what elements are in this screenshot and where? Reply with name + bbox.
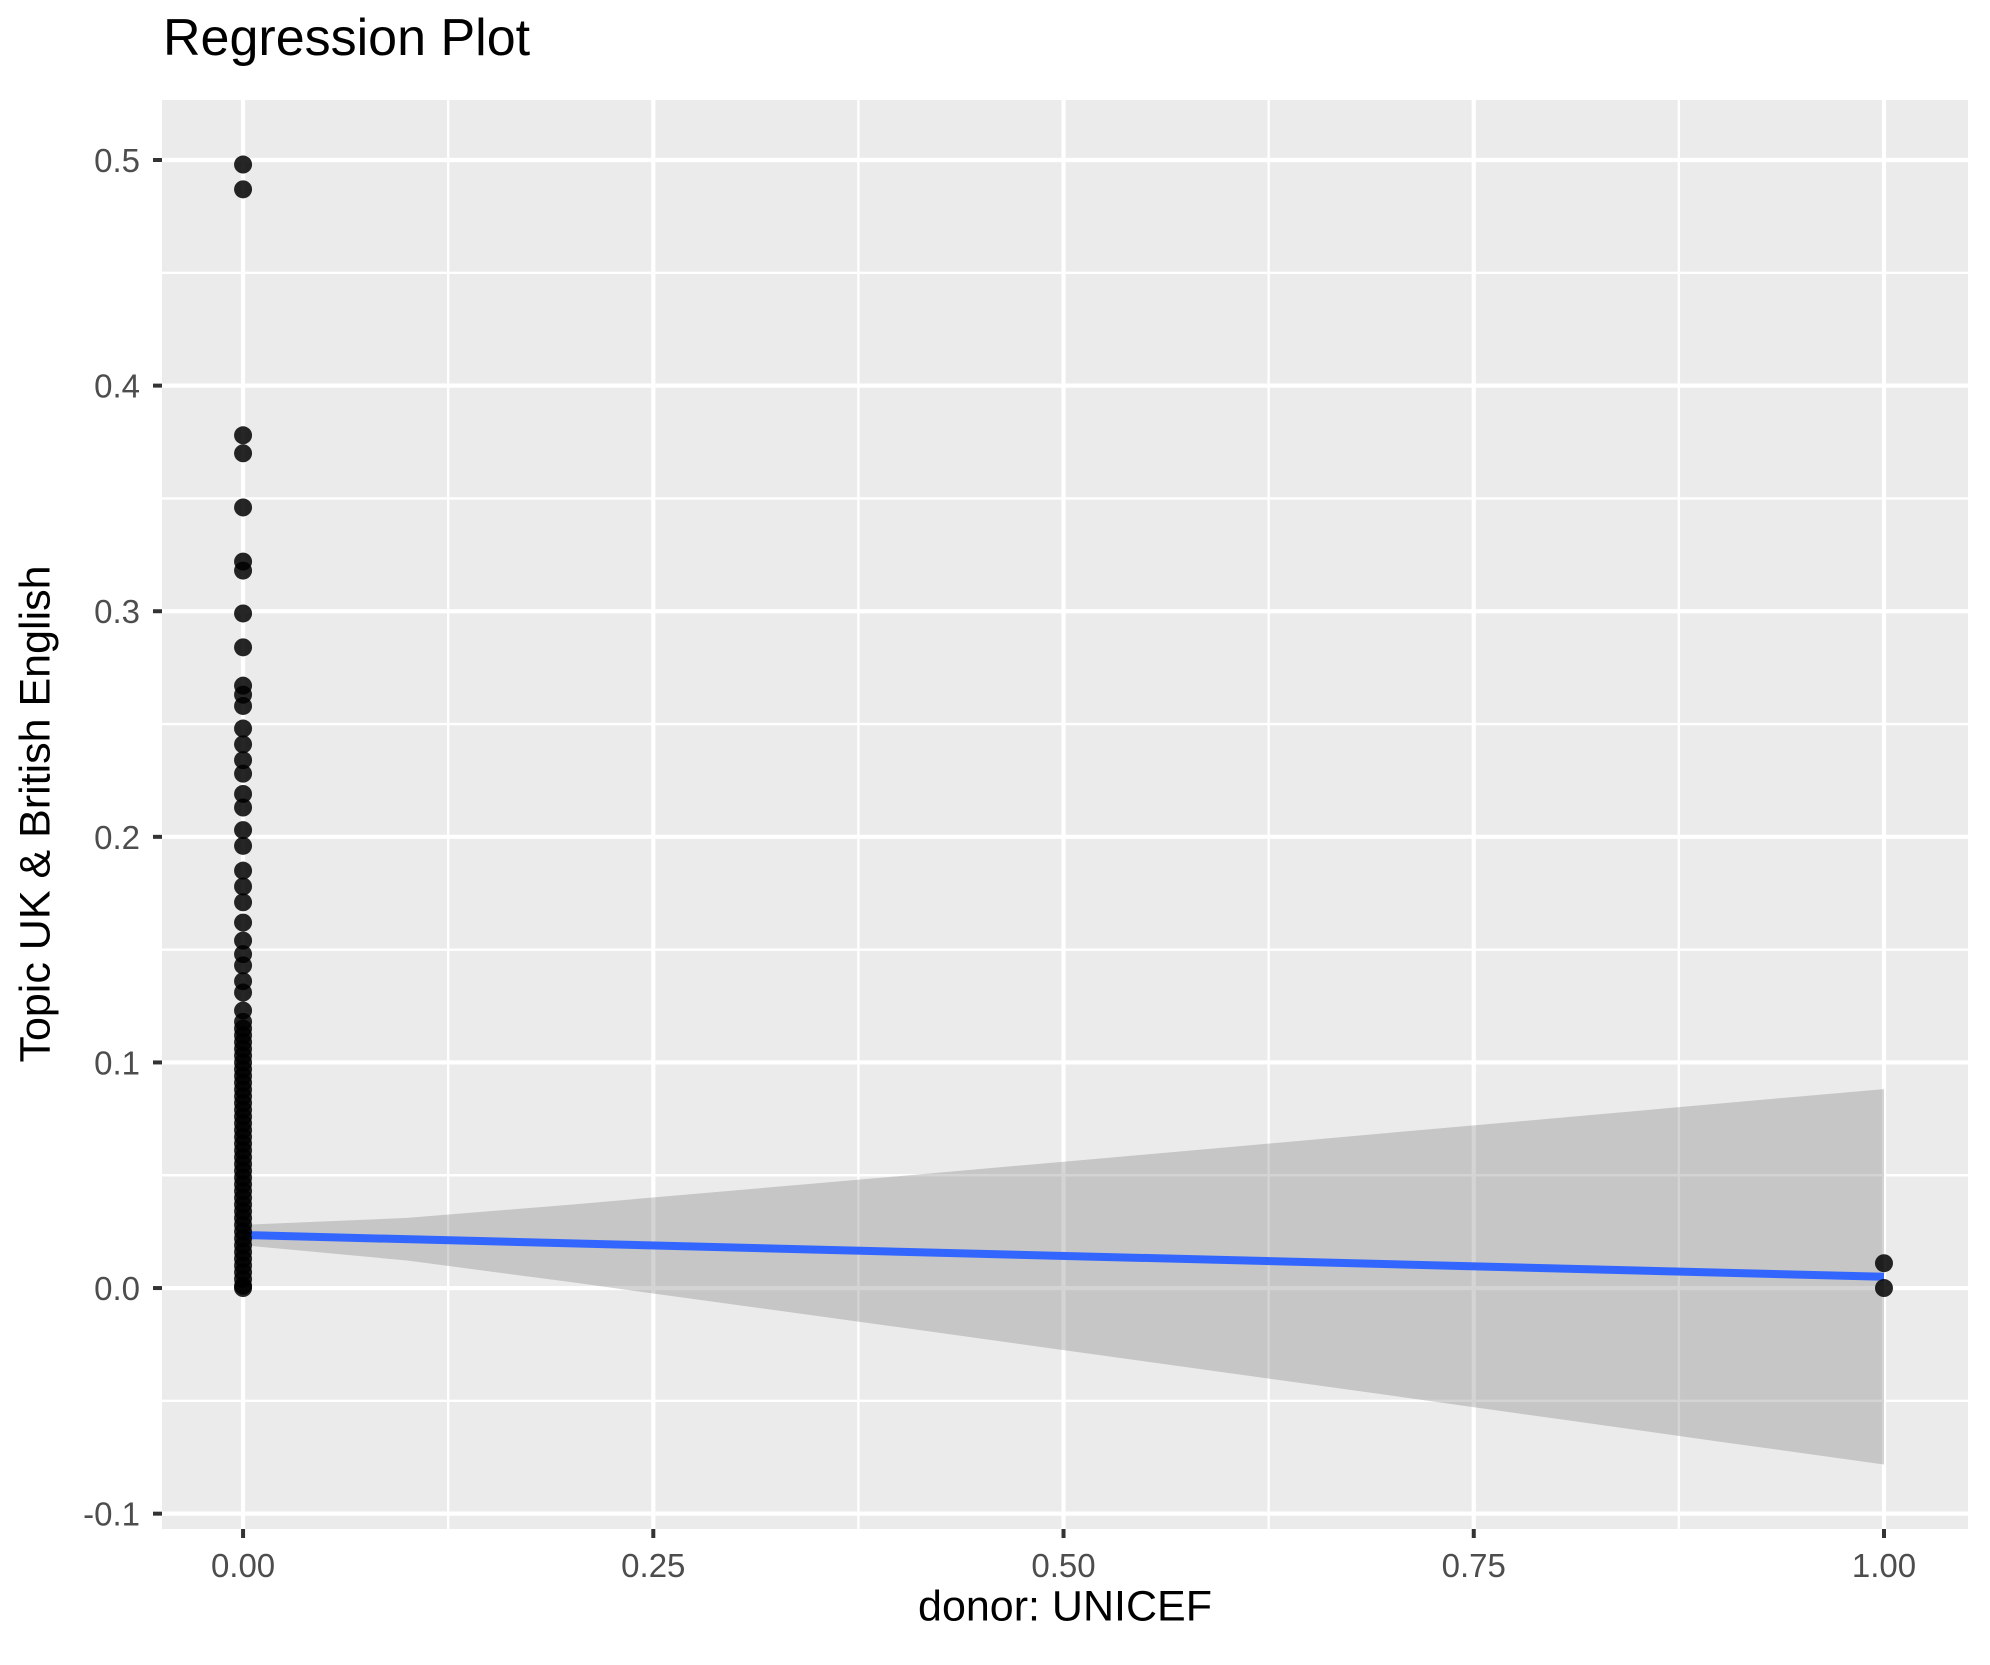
data-point: [234, 798, 253, 817]
y-tick-label: 0.5: [94, 142, 140, 179]
y-tick-label: 0.4: [94, 368, 140, 405]
data-point: [234, 696, 253, 715]
y-tick-label: -0.1: [83, 1496, 140, 1533]
data-point: [234, 861, 253, 880]
x-tick-label: 0.75: [1442, 1547, 1506, 1584]
data-point: [234, 913, 253, 932]
y-tick-label: 0.2: [94, 819, 140, 856]
x-tick-label: 0.00: [211, 1547, 275, 1584]
data-point: [234, 893, 253, 912]
data-point: [234, 719, 253, 738]
y-tick-label: 0.0: [94, 1270, 140, 1307]
data-point: [234, 498, 253, 517]
data-point: [234, 956, 253, 975]
plot-title: Regression Plot: [163, 9, 531, 67]
data-point: [234, 735, 253, 754]
data-point: [234, 836, 253, 855]
data-point: [234, 561, 253, 580]
data-point: [234, 638, 253, 657]
data-point: [234, 931, 253, 950]
x-axis-title: donor: UNICEF: [918, 1582, 1212, 1631]
y-tick-label: 0.1: [94, 1044, 140, 1081]
x-tick-label: 1.00: [1852, 1547, 1916, 1584]
data-point: [234, 751, 253, 770]
data-point: [1874, 1279, 1893, 1298]
x-tick-label: 0.25: [621, 1547, 685, 1584]
y-tick-label: 0.3: [94, 593, 140, 630]
data-point: [234, 784, 253, 803]
data-point: [234, 155, 253, 174]
data-point: [234, 426, 253, 445]
data-point: [234, 983, 253, 1002]
data-point: [234, 764, 253, 783]
confidence-band: [243, 1089, 1884, 1465]
data-point: [1874, 1254, 1893, 1273]
data-point: [234, 821, 253, 840]
data-point: [234, 1279, 253, 1298]
data-point: [234, 180, 253, 199]
x-tick-label: 0.50: [1031, 1547, 1095, 1584]
regression-line: [242, 1231, 1885, 1281]
data-point: [234, 877, 253, 896]
data-point: [234, 444, 253, 463]
data-point: [234, 604, 253, 623]
